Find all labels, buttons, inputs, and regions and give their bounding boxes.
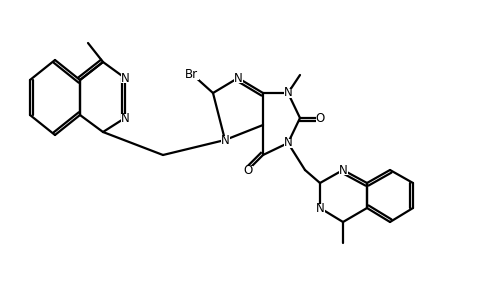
Text: O: O: [316, 112, 324, 124]
Text: N: N: [220, 134, 230, 146]
Bar: [120, 113, 130, 122]
Bar: [234, 74, 242, 82]
Text: Br: Br: [184, 68, 198, 82]
Bar: [183, 70, 199, 80]
Text: N: N: [120, 71, 130, 85]
Bar: [316, 113, 324, 122]
Bar: [316, 203, 324, 212]
Text: N: N: [284, 136, 292, 149]
Bar: [338, 166, 347, 175]
Bar: [220, 136, 230, 145]
Text: N: N: [338, 164, 347, 176]
Bar: [284, 88, 292, 98]
Text: N: N: [234, 71, 242, 85]
Bar: [120, 74, 130, 82]
Bar: [284, 139, 292, 148]
Bar: [244, 166, 252, 175]
Text: N: N: [120, 112, 130, 124]
Text: O: O: [244, 164, 252, 176]
Text: N: N: [316, 202, 324, 214]
Text: N: N: [284, 86, 292, 100]
